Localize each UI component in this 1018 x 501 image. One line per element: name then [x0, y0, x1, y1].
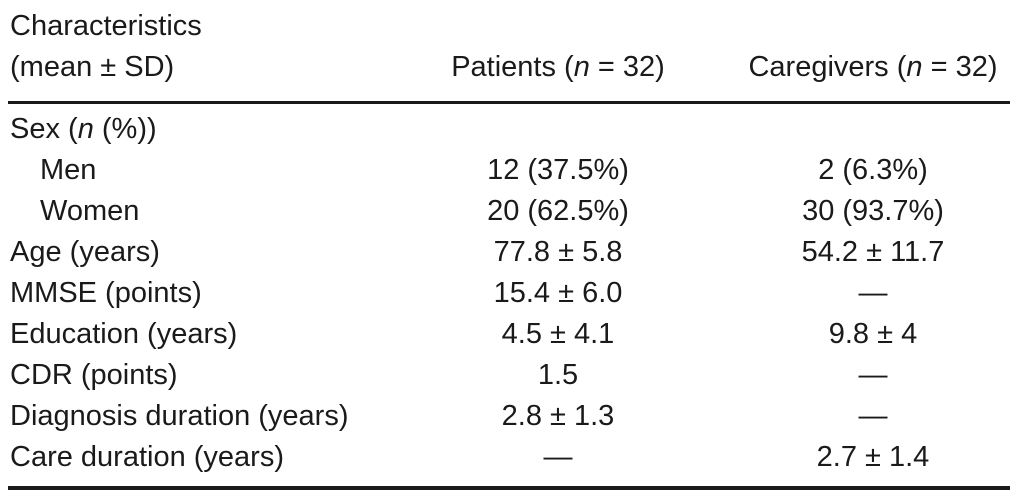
patients-value: [380, 109, 736, 150]
table-row-diagnosis-duration: Diagnosis duration (years) 2.8 ± 1.3 —: [8, 396, 1010, 437]
row-label: Age (years): [10, 236, 160, 268]
header-patients-post: = 32): [589, 51, 665, 83]
header-characteristics-line1: Characteristics: [10, 10, 202, 42]
table-row-age: Age (years) 77.8 ± 5.8 54.2 ± 11.7: [8, 232, 1010, 273]
header-patients-pre: Patients (: [451, 51, 574, 83]
patients-value: 2.8 ± 1.3: [501, 400, 615, 432]
table-bottom-rule: [8, 486, 1010, 490]
caregivers-value: 30 (93.7%): [802, 195, 944, 227]
header-caregivers-pre: Caregivers (: [748, 51, 907, 83]
caregivers-value: —: [858, 400, 888, 432]
caregivers-value: 9.8 ± 4: [828, 318, 918, 350]
table-row-men: Men 12 (37.5%) 2 (6.3%): [8, 150, 1010, 191]
table-row-education: Education (years) 4.5 ± 4.1 9.8 ± 4: [8, 314, 1010, 355]
patients-value: 77.8 ± 5.8: [493, 236, 623, 268]
row-label-n: n: [77, 113, 94, 145]
caregivers-value: [736, 109, 1010, 150]
row-label: Women: [40, 195, 140, 227]
row-label: Care duration (years): [10, 441, 284, 473]
patients-value: 4.5 ± 4.1: [501, 318, 615, 350]
row-label-pre: Sex (: [10, 113, 78, 145]
header-characteristics: Characteristics (mean ± SD): [8, 6, 380, 88]
table-row-care-duration: Care duration (years) — 2.7 ± 1.4: [8, 437, 1010, 478]
row-label: Diagnosis duration (years): [10, 400, 349, 432]
table-body: Sex (n (%)) Men 12 (37.5%) 2 (6.3%) Wome…: [8, 104, 1010, 478]
header-patients: Patients (n = 32): [380, 47, 736, 88]
row-label: Men: [40, 154, 97, 186]
patients-value: —: [543, 441, 573, 473]
caregivers-value: —: [858, 277, 888, 309]
header-caregivers: Caregivers (n = 32): [736, 47, 1010, 88]
patients-value: 1.5: [537, 359, 579, 391]
caregivers-value: 54.2 ± 11.7: [801, 236, 945, 268]
table-row-mmse: MMSE (points) 15.4 ± 6.0 —: [8, 273, 1010, 314]
table-row-cdr: CDR (points) 1.5 —: [8, 355, 1010, 396]
row-label: MMSE (points): [10, 277, 202, 309]
header-caregivers-post: = 32): [922, 51, 998, 83]
header-patients-n: n: [573, 51, 590, 83]
table-header-row: Characteristics (mean ± SD) Patients (n …: [8, 0, 1010, 104]
header-characteristics-line2: (mean ± SD): [10, 51, 175, 83]
row-label-post: (%)): [93, 113, 157, 145]
caregivers-value: 2.7 ± 1.4: [816, 441, 930, 473]
header-caregivers-n: n: [906, 51, 923, 83]
table-row-women: Women 20 (62.5%) 30 (93.7%): [8, 191, 1010, 232]
paper-table-page: Characteristics (mean ± SD) Patients (n …: [8, 0, 1010, 490]
patients-value: 12 (37.5%): [487, 154, 629, 186]
row-label: Education (years): [10, 318, 238, 350]
row-label: CDR (points): [10, 359, 178, 391]
caregivers-value: 2 (6.3%): [818, 154, 928, 186]
patients-value: 15.4 ± 6.0: [493, 277, 623, 309]
caregivers-value: —: [858, 359, 888, 391]
patients-value: 20 (62.5%): [487, 195, 629, 227]
table-row-sex: Sex (n (%)): [8, 109, 1010, 150]
characteristics-table: Characteristics (mean ± SD) Patients (n …: [8, 0, 1010, 490]
row-label: Sex (n (%)): [8, 109, 380, 150]
